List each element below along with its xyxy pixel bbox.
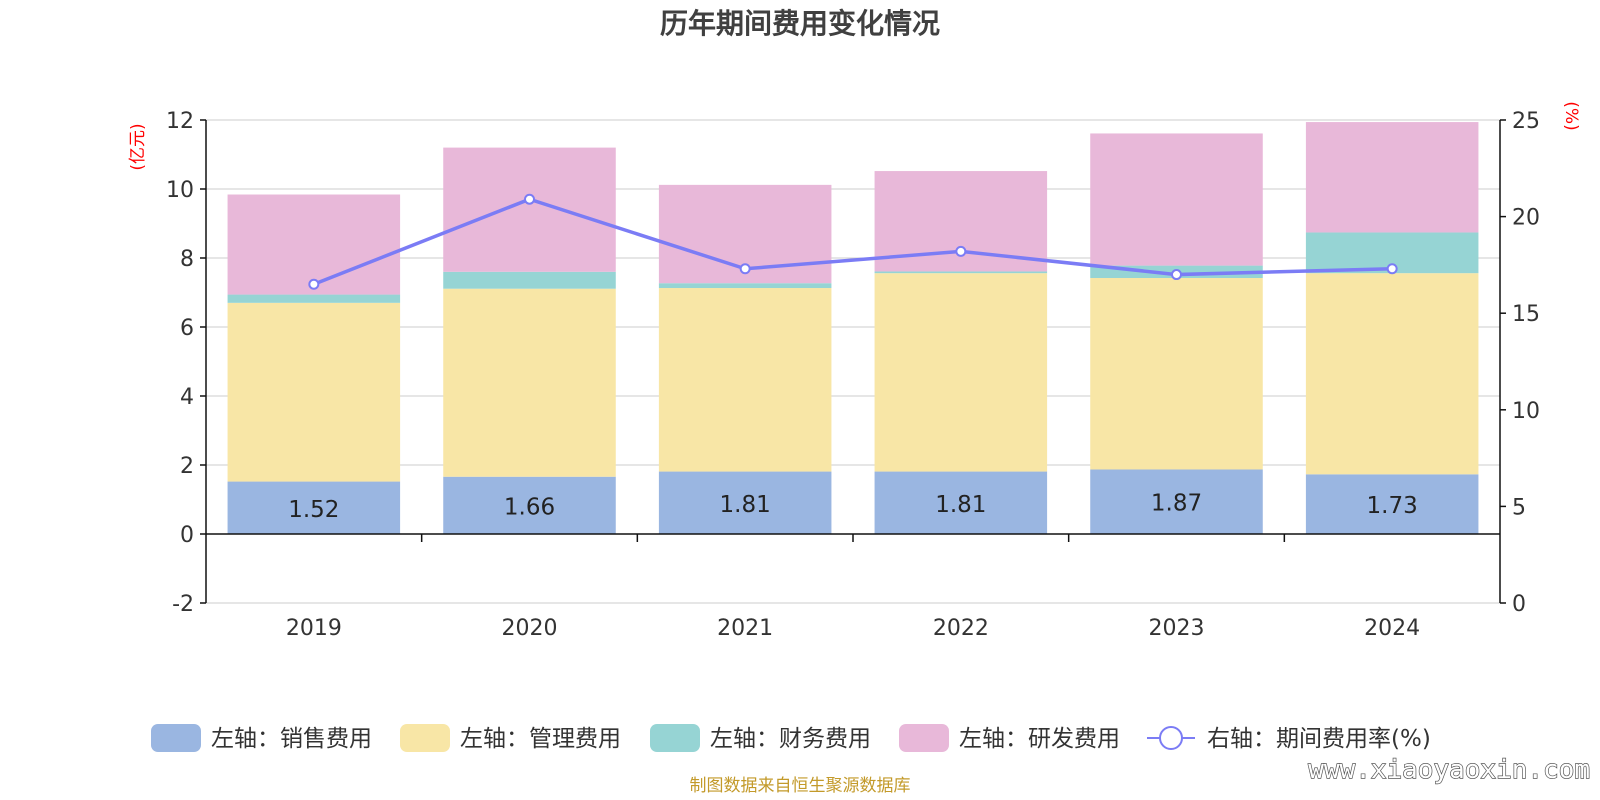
bar-rnd-2019 bbox=[227, 194, 401, 295]
left-axis-tick-label: 8 bbox=[180, 247, 194, 272]
legend-label: 左轴：销售费用 bbox=[211, 726, 372, 752]
bar-finance-2019 bbox=[227, 294, 401, 303]
bar-sales-2023 bbox=[1090, 469, 1263, 534]
legend-item-rate[interactable]: 右轴：期间费用率(%) bbox=[1147, 726, 1431, 752]
bar-data-labels: 1.52 1.66 1.81 1.81 1.87 1.73 bbox=[288, 491, 1418, 523]
right-axis-tick-label: 15 bbox=[1512, 302, 1540, 327]
legend-label: 左轴：管理费用 bbox=[460, 726, 621, 752]
bar-sales-2020 bbox=[443, 476, 616, 534]
x-axis-category-label: 2023 bbox=[1149, 616, 1205, 641]
left-axis-tick-label: 6 bbox=[180, 316, 194, 341]
left-axis-tick-label: 12 bbox=[166, 109, 194, 134]
bar-admin-2023 bbox=[1090, 278, 1263, 470]
left-axis-tick-label: 0 bbox=[180, 523, 194, 548]
legend-item-finance[interactable]: 左轴：财务费用 bbox=[650, 724, 871, 752]
right-axis-tick-label: 0 bbox=[1512, 592, 1526, 617]
rate-point-2024 bbox=[1386, 263, 1398, 275]
rate-point-2022 bbox=[955, 245, 967, 257]
bar-rnd-2020 bbox=[443, 147, 616, 272]
left-axis-tick-label: -2 bbox=[172, 592, 194, 617]
bar-sales-2024 bbox=[1305, 474, 1479, 534]
rate-point-2021 bbox=[739, 263, 751, 275]
legend-item-rnd[interactable]: 左轴：研发费用 bbox=[899, 724, 1120, 752]
legend-color-swatch bbox=[650, 724, 700, 752]
x-axis-category-label: 2020 bbox=[502, 616, 558, 641]
bar-finance-2020 bbox=[443, 271, 616, 289]
bar-rnd-2023 bbox=[1090, 133, 1263, 266]
left-axis-tick-label: 10 bbox=[166, 178, 194, 203]
x-axis-category-label: 2021 bbox=[717, 616, 773, 641]
data-source-note: 制图数据来自恒生聚源数据库 bbox=[690, 776, 911, 796]
left-axis-unit: (亿元) bbox=[128, 123, 148, 170]
bar-sales-2019 bbox=[227, 481, 401, 534]
rate-point-2019 bbox=[308, 278, 320, 290]
bar-admin-2021 bbox=[658, 288, 832, 472]
legend-item-admin[interactable]: 左轴：管理费用 bbox=[400, 724, 621, 752]
right-axis-tick-label: 10 bbox=[1512, 399, 1540, 424]
sales-value-label: 1.66 bbox=[504, 494, 555, 520]
sales-value-label: 1.73 bbox=[1367, 493, 1418, 519]
legend-color-swatch bbox=[400, 724, 450, 752]
left-axis-tick-label: 4 bbox=[180, 385, 194, 410]
bar-finance-2022 bbox=[874, 271, 1048, 274]
bar-admin-2019 bbox=[227, 302, 401, 482]
bar-admin-2024 bbox=[1305, 273, 1479, 475]
chart-title: 历年期间费用变化情况 bbox=[660, 7, 940, 40]
legend-color-swatch bbox=[151, 724, 201, 752]
right-axis-tick-label: 20 bbox=[1512, 206, 1540, 231]
legend-item-sales[interactable]: 左轴：销售费用 bbox=[151, 724, 372, 752]
expense-rate-line bbox=[308, 193, 1398, 290]
sales-value-label: 1.87 bbox=[1151, 491, 1202, 517]
right-axis-tick-label: 25 bbox=[1512, 109, 1540, 134]
grid-lines bbox=[206, 119, 1500, 604]
legend-label: 右轴：期间费用率(%) bbox=[1207, 726, 1431, 752]
axes: -2 0 2 4 6 8 10 12 0 5 10 15 20 25 2019 2020 2021 2022 202… bbox=[166, 109, 1540, 641]
watermark-text: www.xiaoyaoxin.com bbox=[1308, 755, 1590, 785]
right-axis-unit: (%) bbox=[1561, 101, 1581, 130]
stacked-bars bbox=[227, 122, 1479, 534]
bar-admin-2022 bbox=[874, 273, 1048, 472]
right-axis-tick-label: 5 bbox=[1512, 495, 1526, 520]
sales-value-label: 1.52 bbox=[288, 497, 339, 523]
bar-sales-2022 bbox=[874, 471, 1048, 534]
bar-admin-2020 bbox=[443, 288, 616, 477]
legend-circle-marker bbox=[1159, 726, 1183, 750]
x-axis-category-label: 2024 bbox=[1364, 616, 1420, 641]
x-axis-category-label: 2022 bbox=[933, 616, 989, 641]
rate-point-2023 bbox=[1171, 269, 1182, 281]
legend-label: 左轴：研发费用 bbox=[959, 726, 1120, 752]
bar-rnd-2024 bbox=[1305, 122, 1479, 233]
bar-finance-2021 bbox=[658, 283, 832, 289]
sales-value-label: 1.81 bbox=[720, 492, 771, 518]
bar-sales-2021 bbox=[658, 471, 832, 534]
rate-line-path bbox=[313, 197, 1393, 286]
left-axis-tick-label: 2 bbox=[180, 454, 194, 479]
legend-label: 左轴：财务费用 bbox=[710, 726, 871, 752]
rate-point-2020 bbox=[524, 193, 535, 205]
x-axis-category-label: 2019 bbox=[286, 616, 342, 641]
legend: 左轴：销售费用 左轴：管理费用 左轴：财务费用 左轴：研发费用 右轴：期间费用率(%) bbox=[151, 724, 1431, 752]
sales-value-label: 1.81 bbox=[935, 492, 986, 518]
legend-color-swatch bbox=[899, 724, 949, 752]
